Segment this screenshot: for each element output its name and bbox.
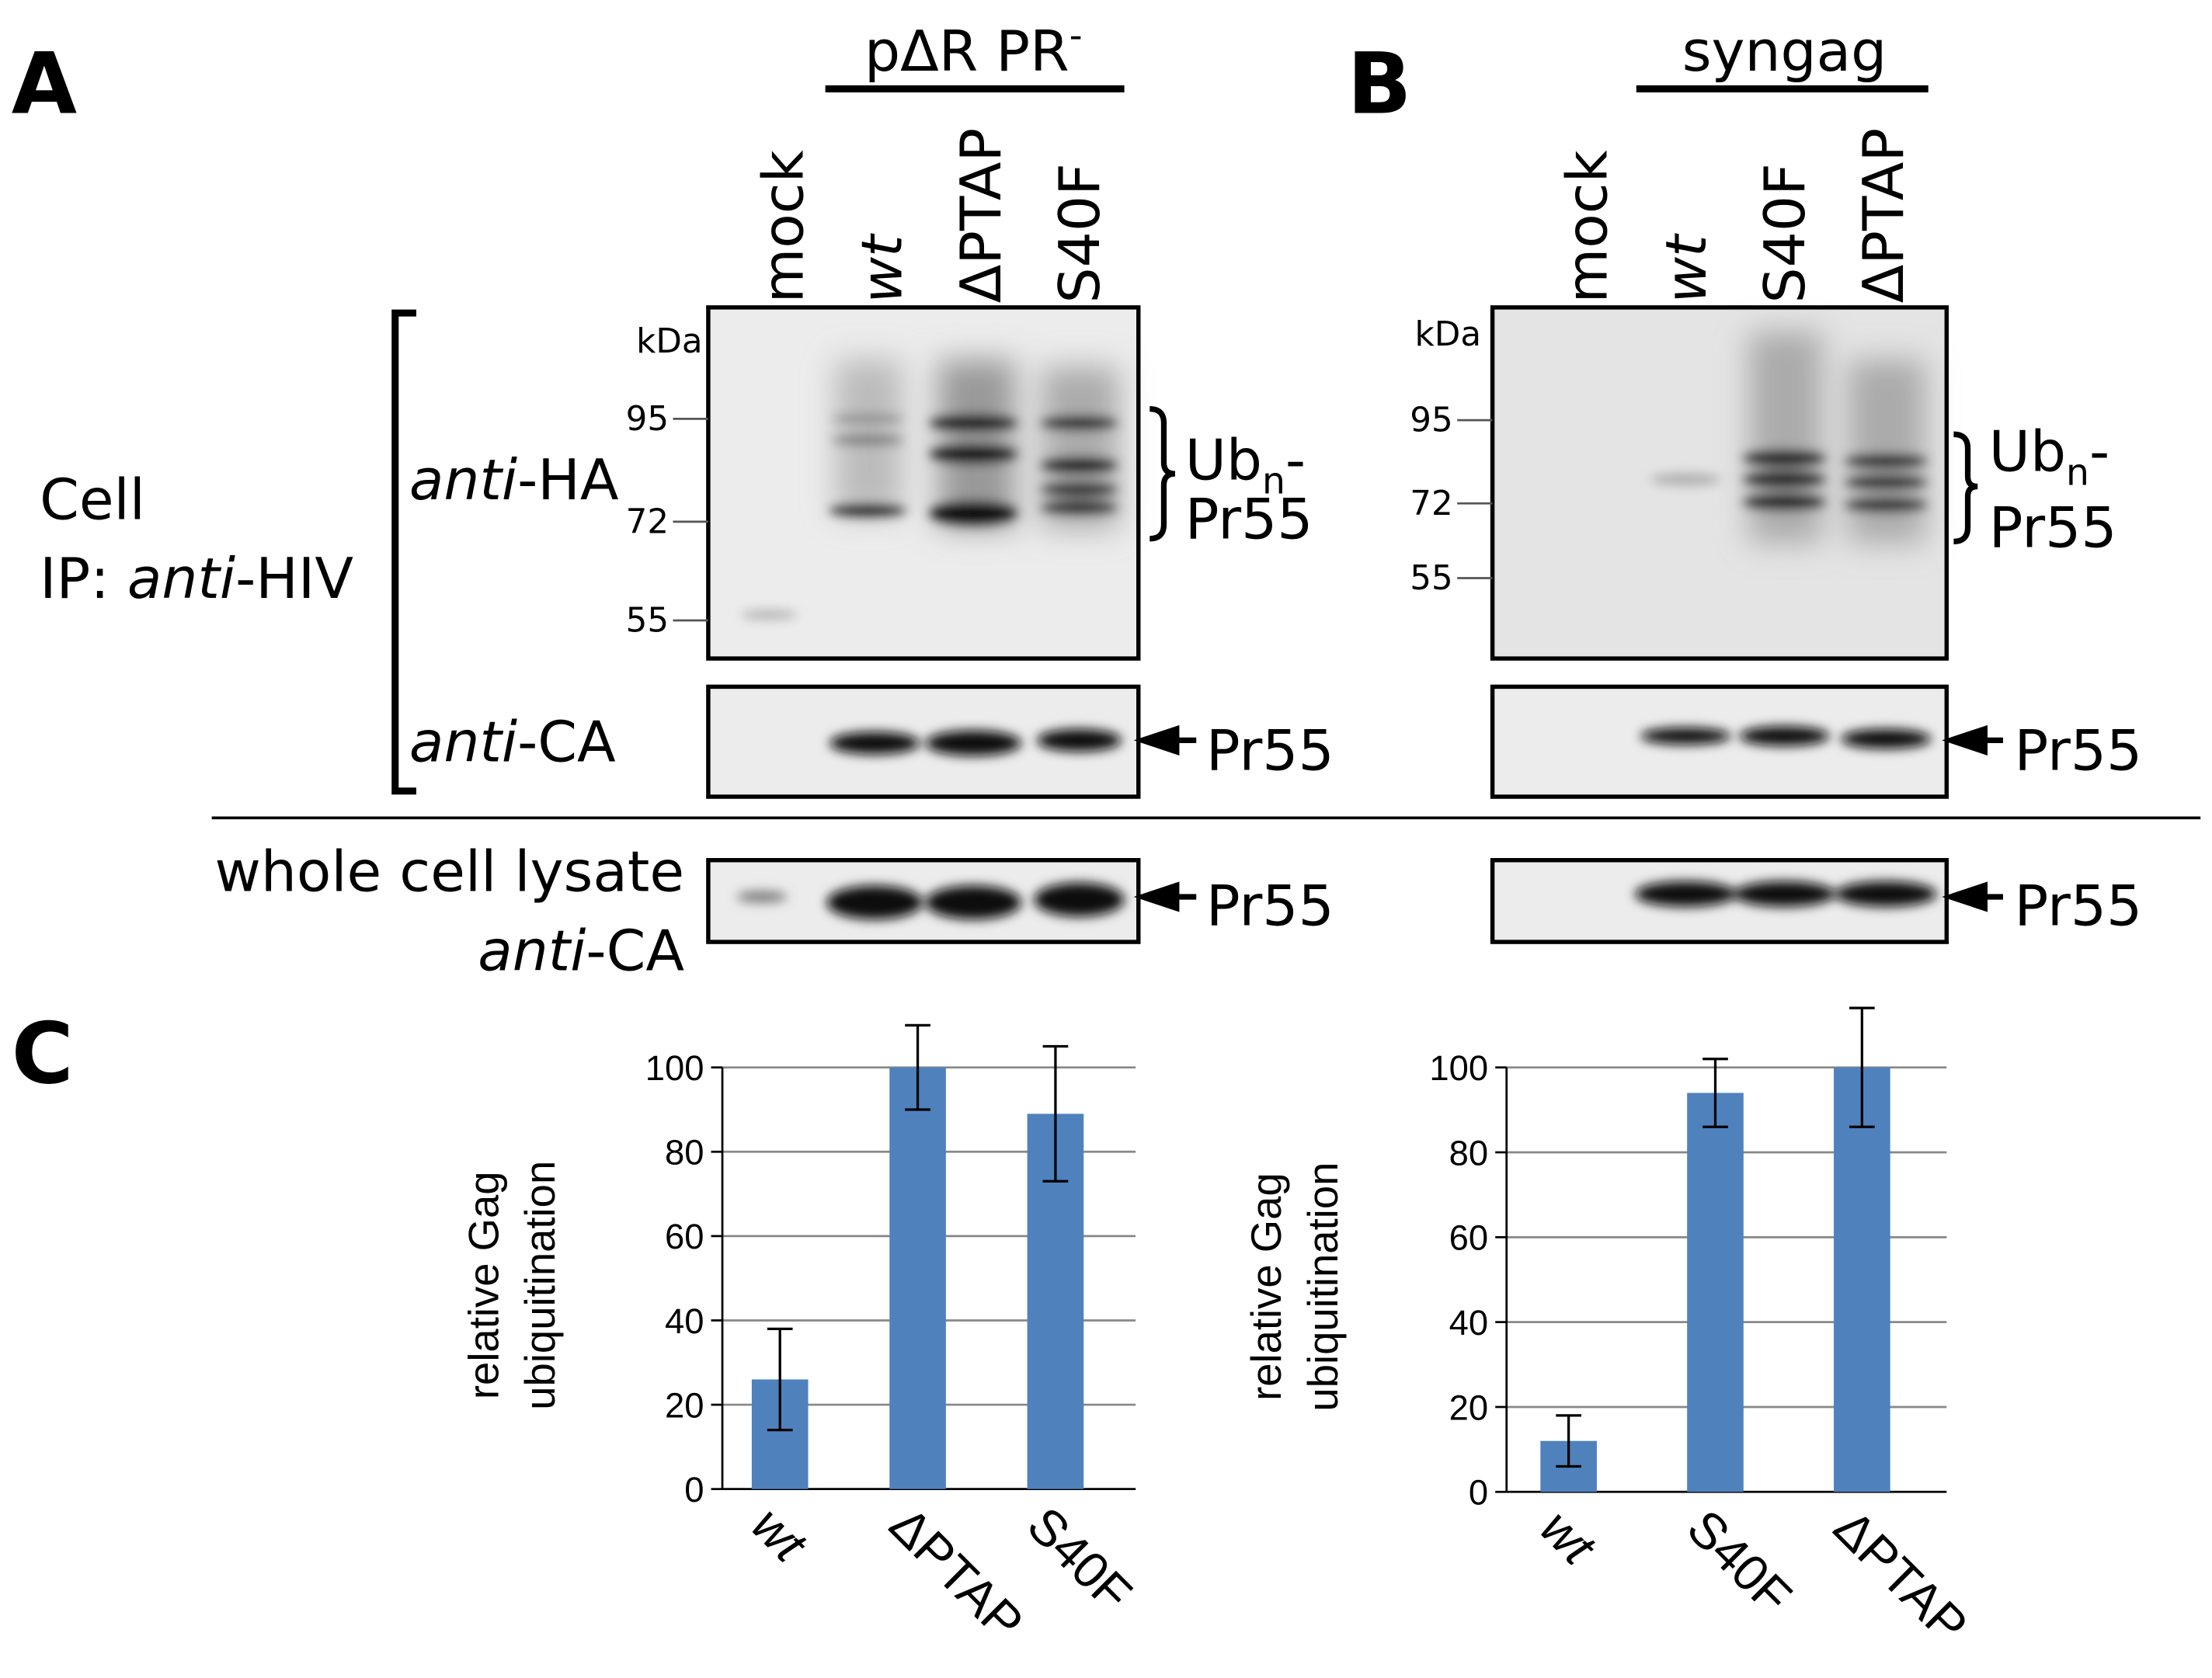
lane-label: S40F: [1753, 163, 1818, 303]
x-tick-label: S40F: [1677, 1499, 1803, 1624]
lane-label: mock: [752, 150, 817, 303]
text: anti: [409, 710, 517, 776]
y-tick-label: 100: [1429, 1048, 1488, 1088]
blot: [706, 305, 1141, 661]
bands: [740, 360, 1119, 620]
text: anti: [409, 448, 517, 513]
blot: [1490, 305, 1949, 661]
band-label: Pr55: [2014, 719, 2142, 784]
error-bar: [1702, 1058, 1728, 1128]
group-label: pΔR PR-: [864, 15, 1083, 85]
kda-label: kDa: [1415, 315, 1482, 354]
row-label: anti-CA: [409, 710, 616, 776]
y-axis-label: ubiquitination: [516, 1161, 564, 1410]
text: -CA: [517, 710, 616, 776]
blot: [1490, 684, 1949, 799]
lane-label: ΔPTAP: [949, 128, 1014, 304]
text: -HIV: [235, 547, 353, 612]
text: -: [1285, 428, 1306, 493]
error-bar: [767, 1327, 793, 1432]
text: Ub: [1989, 420, 2066, 485]
lane-label: S40F: [1048, 163, 1113, 303]
lane-label: mock: [1556, 150, 1621, 303]
error-bar: [1849, 1006, 1875, 1128]
y-tick-label: 80: [665, 1133, 704, 1173]
row-label: anti-CA: [478, 919, 684, 984]
y-tick-label: 0: [1469, 1473, 1488, 1513]
bar-chart: 0 20 40 60 80 100 wt S40F ΔPTAP relative Gag ubiqu…: [1243, 1006, 1979, 1654]
marker-label: 95: [626, 400, 669, 439]
text: Ub: [1185, 428, 1262, 493]
text: anti: [478, 919, 586, 984]
y-tick-label: 100: [645, 1048, 704, 1088]
y-tick-label: 0: [684, 1470, 704, 1510]
blot: [706, 858, 1141, 944]
band-label: Ubn-: [1989, 420, 2109, 495]
band-label: Pr55: [1185, 488, 1313, 553]
y-tick-label: 60: [665, 1217, 704, 1256]
band-label: Pr55: [1206, 719, 1334, 784]
x-tick-label: wt: [1530, 1499, 1608, 1576]
error-bar: [1556, 1414, 1581, 1468]
blot: [706, 684, 1141, 799]
y-axis-label: ubiquitination: [1299, 1162, 1347, 1412]
band-label: Pr55: [2014, 874, 2142, 939]
row-label: whole cell lysate: [215, 840, 685, 905]
bar: [889, 1067, 946, 1489]
row-label: Cell: [40, 467, 145, 533]
x-tick-label: wt: [741, 1496, 819, 1574]
text: -CA: [586, 919, 684, 984]
y-tick-label: 20: [1449, 1388, 1488, 1427]
group-label: syngag: [1682, 19, 1887, 85]
x-tick-label: ΔPTAP: [879, 1496, 1035, 1652]
marker-label: 72: [626, 502, 669, 541]
group-text: pΔR PR: [864, 19, 1069, 85]
lane-label: wt: [850, 233, 916, 303]
error-bar: [905, 1023, 930, 1111]
y-tick-label: 80: [1449, 1133, 1488, 1173]
bracket: [391, 309, 416, 795]
text: IP:: [40, 547, 127, 612]
bar: [1687, 1093, 1744, 1492]
x-tick-label: S40F: [1017, 1496, 1143, 1622]
brace: [1953, 431, 1978, 544]
x-tick-label: ΔPTAP: [1824, 1499, 1979, 1654]
panel-label: C: [12, 1005, 74, 1103]
marker-label: 95: [1410, 401, 1452, 440]
arrows: [1133, 724, 2003, 912]
band-label: Ubn-: [1185, 428, 1306, 502]
y-tick-label: 40: [665, 1301, 704, 1341]
bar: [1834, 1067, 1890, 1492]
row-label: anti-HA: [409, 448, 619, 513]
text: -HA: [517, 448, 619, 513]
marker-label: 55: [1410, 559, 1452, 598]
text: -: [2089, 420, 2109, 485]
band-label: Pr55: [1989, 496, 2117, 561]
y-axis-label: relative Gag: [460, 1171, 507, 1399]
blot: [1490, 858, 1949, 944]
error-bar: [1042, 1044, 1069, 1183]
panel-label: B: [1348, 34, 1412, 133]
lane-label: wt: [1654, 233, 1720, 303]
kda-label: kDa: [636, 322, 703, 361]
subscript: n: [2066, 452, 2089, 495]
y-tick-label: 20: [665, 1385, 704, 1425]
y-tick-label: 60: [1449, 1218, 1488, 1258]
band-label: Pr55: [1206, 874, 1334, 939]
superscript: -: [1069, 15, 1083, 57]
subscript: n: [1262, 460, 1285, 503]
text: anti: [127, 547, 235, 612]
lane-label: ΔPTAP: [1852, 128, 1917, 304]
row-label: IP: anti-HIV: [40, 547, 353, 612]
y-tick-label: 40: [1449, 1303, 1488, 1343]
brace: [1149, 405, 1176, 542]
marker-label: 72: [1410, 485, 1452, 523]
y-axis-label: relative Gag: [1243, 1173, 1290, 1401]
marker-label: 55: [626, 602, 669, 641]
panel-label: A: [12, 34, 77, 133]
